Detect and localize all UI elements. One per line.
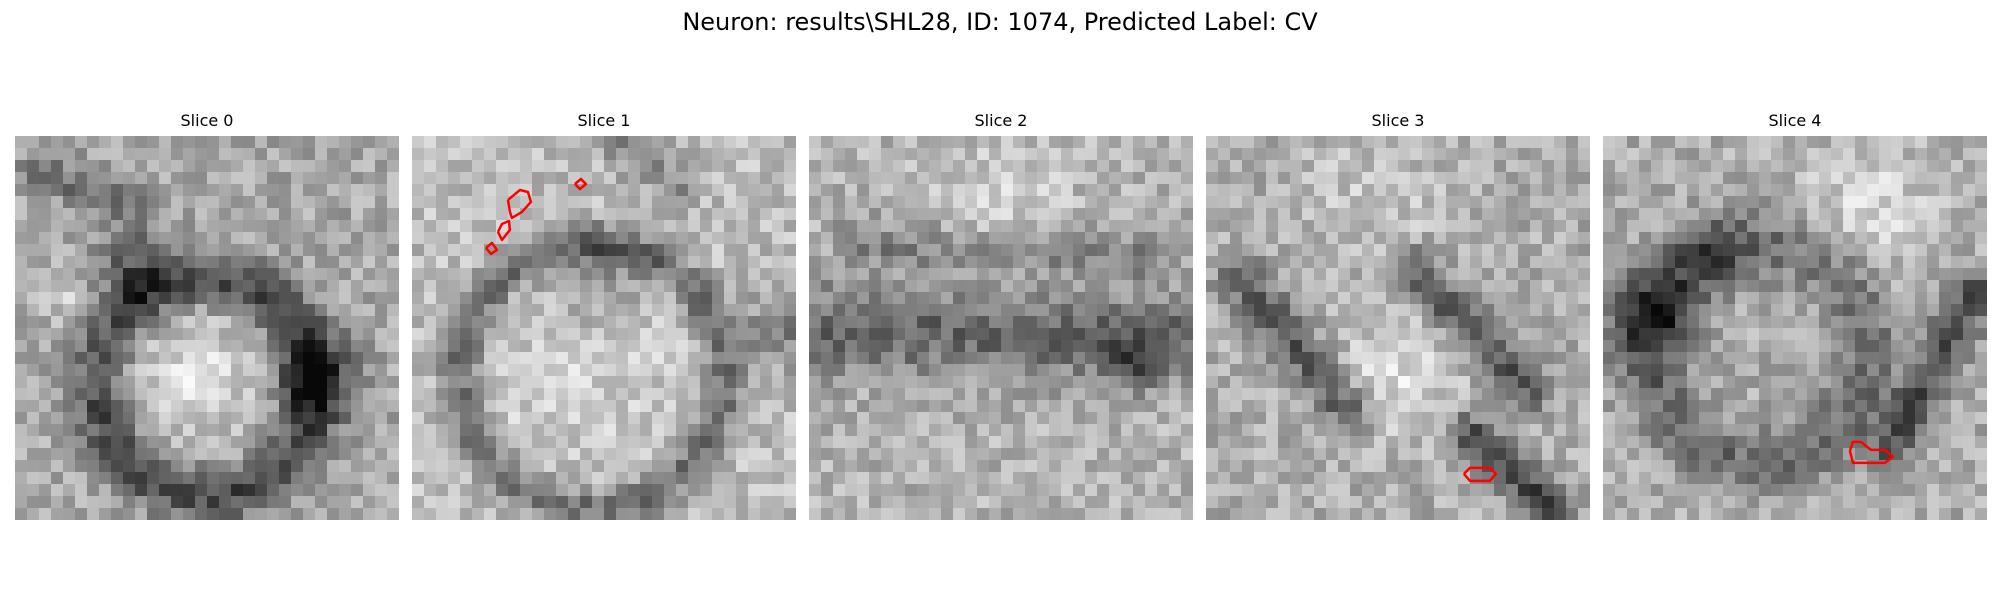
slice-image-0 <box>15 136 399 520</box>
contour-outline-1c <box>485 241 499 256</box>
slice-title-4: Slice 4 <box>1768 111 1822 130</box>
slice-panel-0: Slice 0 <box>15 110 399 520</box>
slice-panel-4: Slice 4 <box>1603 110 1987 520</box>
contour-outline-4a <box>1848 440 1895 465</box>
slice-title-3: Slice 3 <box>1371 111 1425 130</box>
slice-pixels-3 <box>1206 136 1590 520</box>
contour-outline-1b <box>496 219 512 242</box>
figure-title: Neuron: results\SHL28, ID: 1074, Predict… <box>682 8 1318 36</box>
slice-image-1 <box>412 136 796 520</box>
contour-outline-1d <box>574 177 588 191</box>
slice-image-2 <box>809 136 1193 520</box>
slice-panel-2: Slice 2 <box>809 110 1193 520</box>
slice-pixels-1 <box>412 136 796 520</box>
slice-image-4 <box>1603 136 1987 520</box>
slice-pixels-4 <box>1603 136 1987 520</box>
slice-image-3 <box>1206 136 1590 520</box>
slice-title-2: Slice 2 <box>974 111 1028 130</box>
slice-pixels-2 <box>809 136 1193 520</box>
slice-panel-3: Slice 3 <box>1206 110 1590 520</box>
contour-outline-3a <box>1462 466 1498 483</box>
slice-panel-1: Slice 1 <box>412 110 796 520</box>
slice-title-1: Slice 1 <box>577 111 631 130</box>
slice-pixels-0 <box>15 136 399 520</box>
contour-outline-1a <box>506 188 533 220</box>
slice-title-0: Slice 0 <box>180 111 234 130</box>
